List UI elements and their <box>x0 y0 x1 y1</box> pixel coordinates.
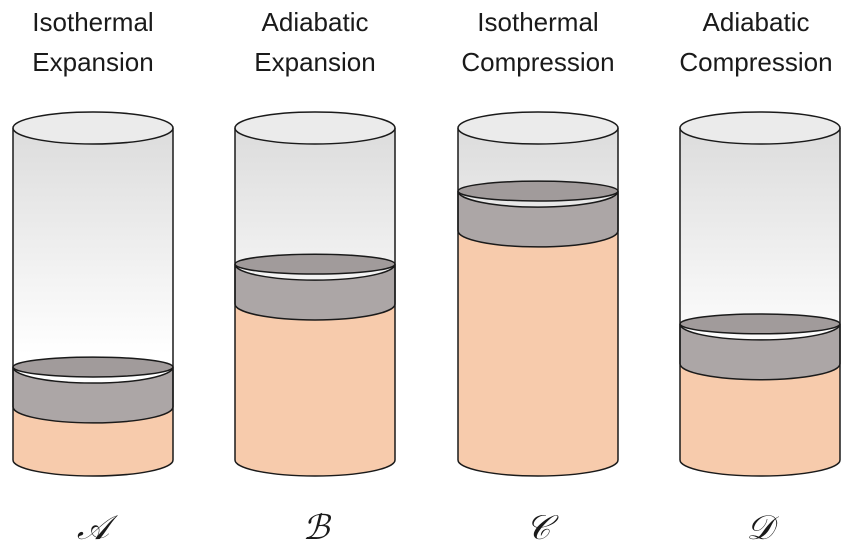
caption-line-1: Adiabatic <box>261 7 369 37</box>
caption-line-1: Isothermal <box>32 7 154 37</box>
caption-line-2: Expansion <box>254 47 376 77</box>
gas-region <box>235 303 395 476</box>
label-c: 𝒞 <box>525 508 551 548</box>
gas-region <box>680 363 840 476</box>
caption-adiabatic-compression: Adiabatic Compression <box>656 2 856 82</box>
label-d: 𝒟 <box>746 508 774 548</box>
cylinder-outline <box>679 128 841 477</box>
caption-line-2: Compression <box>461 47 615 77</box>
caption-isothermal-compression: Isothermal Compression <box>438 2 638 82</box>
caption-line-1: Adiabatic <box>702 7 810 37</box>
cylinder-outline <box>457 128 619 477</box>
piston-top <box>457 180 619 202</box>
piston-top <box>12 356 174 378</box>
caption-isothermal-expansion: Isothermal Expansion <box>0 2 193 82</box>
caption-line-1: Isothermal <box>477 7 599 37</box>
gas-region <box>458 230 618 476</box>
cylinder-isothermal-expansion <box>12 111 174 477</box>
cylinder-rim <box>234 111 396 145</box>
caption-line-2: Expansion <box>32 47 154 77</box>
label-b: ℬ <box>302 508 330 548</box>
caption-line-2: Compression <box>679 47 833 77</box>
piston-top <box>679 313 841 335</box>
caption-adiabatic-expansion: Adiabatic Expansion <box>215 2 415 82</box>
cylinder-rim <box>679 111 841 145</box>
cylinder-outline <box>234 128 396 477</box>
gas-region <box>13 406 173 476</box>
cylinder-isothermal-compression <box>457 111 619 477</box>
cylinder-adiabatic-expansion <box>234 111 396 477</box>
cylinder-adiabatic-compression <box>679 111 841 477</box>
cylinder-outline <box>12 128 174 477</box>
cylinder-rim <box>457 111 619 145</box>
cylinder-rim <box>12 111 174 145</box>
label-a: 𝒜 <box>76 508 110 548</box>
piston-top <box>234 253 396 275</box>
